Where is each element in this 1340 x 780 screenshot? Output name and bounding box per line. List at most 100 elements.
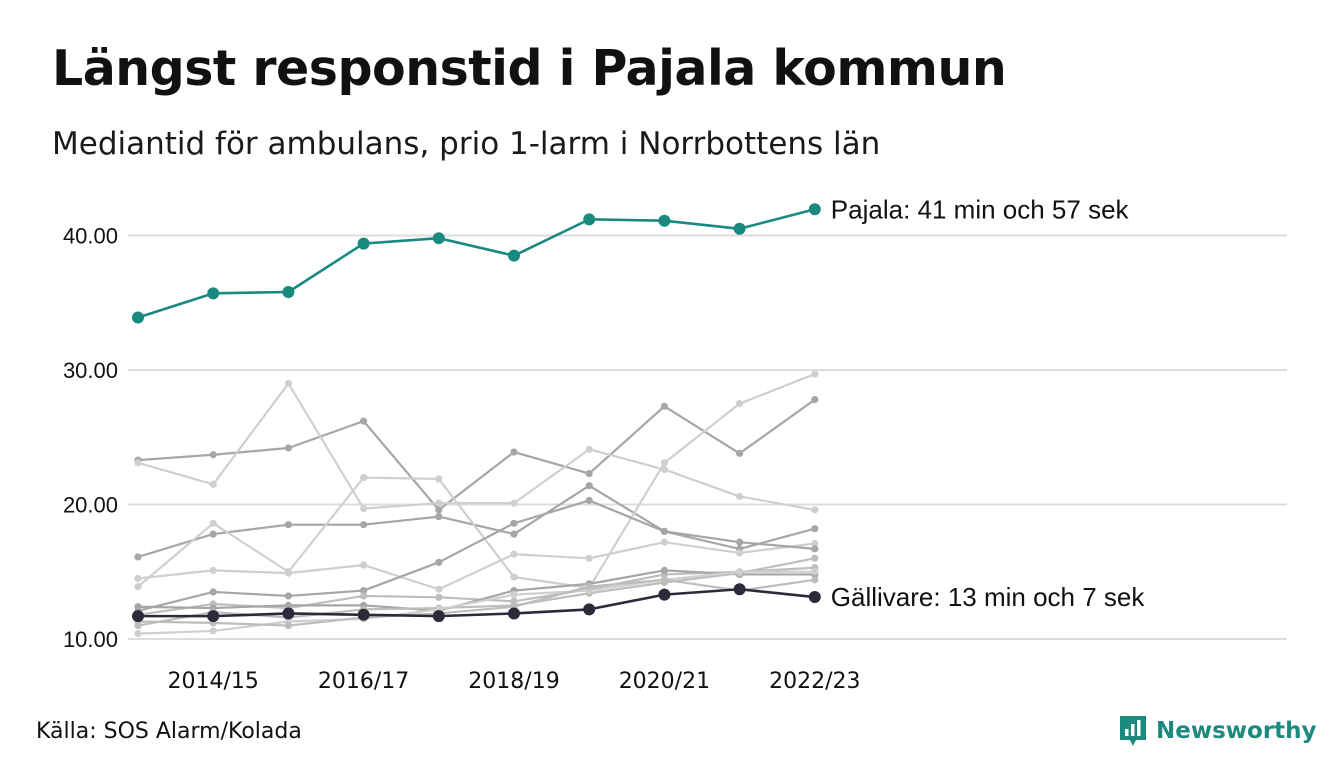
data-point bbox=[134, 459, 142, 467]
data-point bbox=[811, 576, 819, 584]
data-point bbox=[736, 568, 744, 576]
data-point bbox=[658, 214, 671, 227]
data-point bbox=[435, 585, 443, 593]
data-point bbox=[660, 527, 669, 536]
chart-subtitle: Mediantid för ambulans, prio 1-larm i No… bbox=[52, 126, 881, 162]
data-point bbox=[134, 553, 142, 561]
data-point bbox=[736, 549, 744, 557]
newsworthy-logo-icon bbox=[1120, 716, 1146, 746]
series-line bbox=[137, 484, 816, 559]
data-point bbox=[660, 538, 669, 546]
y-tick-label: 40.00 bbox=[63, 224, 118, 249]
series-gällivare bbox=[132, 583, 821, 623]
data-point bbox=[736, 492, 744, 501]
data-point bbox=[808, 203, 821, 216]
data-point bbox=[284, 621, 292, 630]
data-point bbox=[284, 444, 292, 452]
series-pajala bbox=[132, 203, 821, 324]
data-point bbox=[435, 475, 443, 483]
data-point bbox=[360, 592, 368, 600]
series-line bbox=[137, 578, 815, 627]
data-point bbox=[209, 530, 217, 538]
data-point bbox=[733, 583, 746, 596]
data-point bbox=[284, 592, 292, 600]
data-point bbox=[811, 506, 819, 514]
data-point bbox=[360, 504, 368, 513]
series-line bbox=[137, 541, 815, 591]
x-tick-label: 2018/19 bbox=[468, 669, 559, 694]
data-point bbox=[811, 568, 819, 576]
data-point bbox=[585, 469, 593, 478]
data-point bbox=[510, 573, 518, 581]
data-point bbox=[435, 506, 443, 514]
grid-lines bbox=[128, 234, 1287, 640]
y-axis-ticks: 10.00 20.00 30.00 40.00 bbox=[63, 224, 118, 653]
data-point bbox=[209, 519, 217, 527]
data-point bbox=[811, 370, 819, 378]
data-point bbox=[209, 480, 217, 488]
highlighted-lines bbox=[132, 203, 821, 623]
data-point bbox=[736, 400, 744, 408]
annotation-pajala: Pajala: 41 min och 57 sek bbox=[831, 194, 1130, 224]
data-point bbox=[585, 445, 593, 453]
data-point bbox=[583, 213, 596, 226]
data-point bbox=[207, 287, 220, 300]
series-line bbox=[137, 398, 816, 511]
data-point bbox=[585, 582, 593, 591]
data-point bbox=[360, 561, 368, 569]
series-3 bbox=[134, 379, 819, 514]
y-tick-label: 20.00 bbox=[63, 493, 118, 518]
data-point bbox=[510, 591, 518, 599]
data-point bbox=[510, 519, 518, 527]
data-point bbox=[360, 521, 368, 529]
data-point bbox=[660, 459, 669, 467]
data-point bbox=[435, 593, 443, 601]
data-point bbox=[811, 554, 819, 562]
data-point bbox=[207, 610, 220, 623]
series-line bbox=[137, 208, 816, 319]
data-point bbox=[134, 630, 142, 638]
series-line bbox=[138, 587, 815, 618]
data-point bbox=[435, 513, 443, 521]
series-line bbox=[137, 373, 816, 589]
y-tick-label: 10.00 bbox=[63, 627, 118, 652]
data-point bbox=[284, 601, 292, 609]
data-point bbox=[209, 588, 217, 596]
data-point bbox=[284, 521, 292, 529]
data-point bbox=[585, 554, 593, 562]
data-point bbox=[510, 550, 518, 558]
data-point bbox=[209, 566, 217, 575]
x-tick-label: 2014/15 bbox=[167, 669, 258, 694]
data-point bbox=[209, 627, 217, 635]
data-point bbox=[733, 222, 746, 235]
data-point bbox=[660, 566, 669, 575]
data-point bbox=[583, 603, 596, 616]
data-point bbox=[510, 499, 518, 507]
data-point bbox=[508, 607, 520, 620]
series-line bbox=[137, 570, 815, 635]
data-point bbox=[435, 558, 443, 566]
x-tick-label: 2022/23 bbox=[769, 669, 860, 694]
data-point bbox=[736, 449, 744, 457]
data-point bbox=[132, 610, 144, 623]
data-point bbox=[360, 474, 368, 482]
data-point bbox=[736, 538, 744, 546]
data-point bbox=[585, 482, 593, 490]
data-point bbox=[658, 588, 671, 601]
data-point bbox=[360, 586, 368, 595]
data-point bbox=[660, 402, 669, 410]
annotation-gällivare: Gällivare: 13 min och 7 sek bbox=[831, 582, 1146, 612]
series-line bbox=[137, 499, 815, 612]
data-point bbox=[435, 499, 443, 507]
x-axis-ticks: 2014/15 2016/17 2018/19 2020/21 2022/23 bbox=[167, 669, 860, 694]
annotations: Pajala: 41 min och 57 sek Gällivare: 13 m… bbox=[831, 194, 1146, 612]
data-point bbox=[432, 610, 445, 623]
data-point bbox=[811, 539, 819, 548]
series-7 bbox=[134, 496, 819, 615]
data-point bbox=[510, 448, 518, 456]
data-point bbox=[811, 545, 819, 553]
data-point bbox=[134, 603, 142, 611]
brand-logo: Newsworthy bbox=[1118, 714, 1317, 748]
series-line bbox=[137, 382, 815, 511]
